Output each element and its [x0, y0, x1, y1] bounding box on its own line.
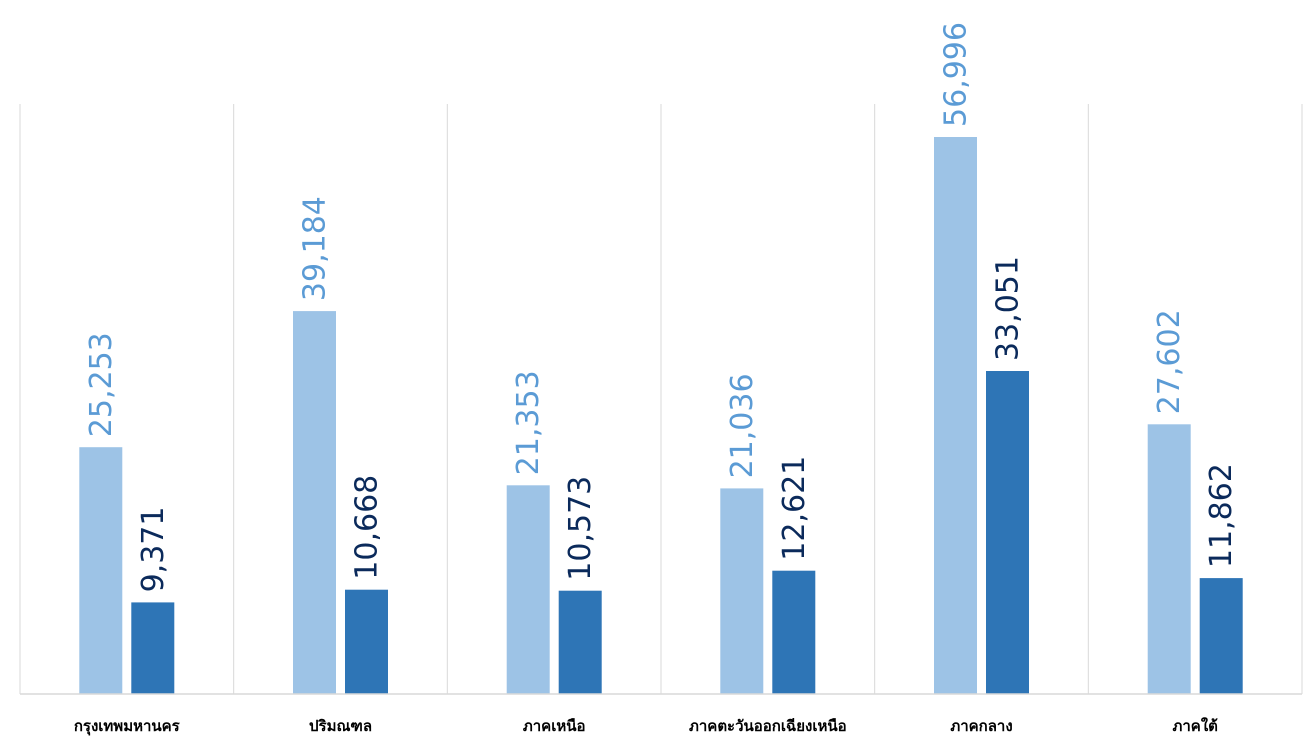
bar-series-1-4: [720, 488, 764, 694]
category-label: ภาคใต้: [1172, 717, 1217, 735]
value-label-series-1-1: 25,253: [84, 332, 119, 437]
value-label-series-2-3: 10,573: [563, 476, 598, 581]
bar-series-2-1: [131, 602, 175, 694]
category-label: กรุงเทพมหานคร: [74, 717, 181, 736]
category-label: ภาคเหนือ: [523, 717, 586, 735]
category-labels: กรุงเทพมหานคร ปริมณฑล ภาคเหนือ ภาคตะวันออกเ…: [74, 717, 1218, 736]
bar-series-2-2: [345, 589, 388, 694]
bar-series-1-6: [1147, 424, 1191, 694]
value-label-series-2-5: 33,051: [991, 256, 1026, 361]
category-label: ปริมณฑล: [309, 717, 372, 735]
value-label-series-1-5: 56,996: [939, 22, 974, 127]
bar-series-2-5: [986, 371, 1029, 694]
value-label-series-1-2: 39,184: [298, 196, 333, 301]
value-label-series-1-6: 27,602: [1152, 309, 1187, 414]
category-label: ภาคตะวันออกเฉียงเหนือ: [689, 717, 847, 735]
bar-series-1-5: [934, 137, 977, 694]
bar-series-1-1: [79, 447, 123, 694]
value-labels: 25,253 9,371 39,184 10,668 21,353 10,573 21,03…: [84, 22, 1239, 592]
category-label: ภาคกลาง: [950, 717, 1012, 735]
bar-series-2-6: [1199, 578, 1243, 694]
value-label-series-2-4: 12,621: [777, 456, 812, 561]
bar-series-1-3: [506, 485, 550, 694]
value-label-series-2-1: 9,371: [136, 507, 171, 593]
bar-series-1-2: [293, 311, 336, 694]
value-label-series-1-4: 21,036: [725, 373, 760, 478]
value-label-series-2-2: 10,668: [350, 475, 385, 580]
bar-series-2-4: [772, 570, 816, 694]
bars: [79, 137, 1243, 694]
bar-series-2-3: [558, 590, 602, 694]
value-label-series-1-3: 21,353: [511, 370, 546, 475]
value-label-series-2-6: 11,862: [1204, 463, 1239, 568]
category-separators: [19, 104, 1303, 694]
